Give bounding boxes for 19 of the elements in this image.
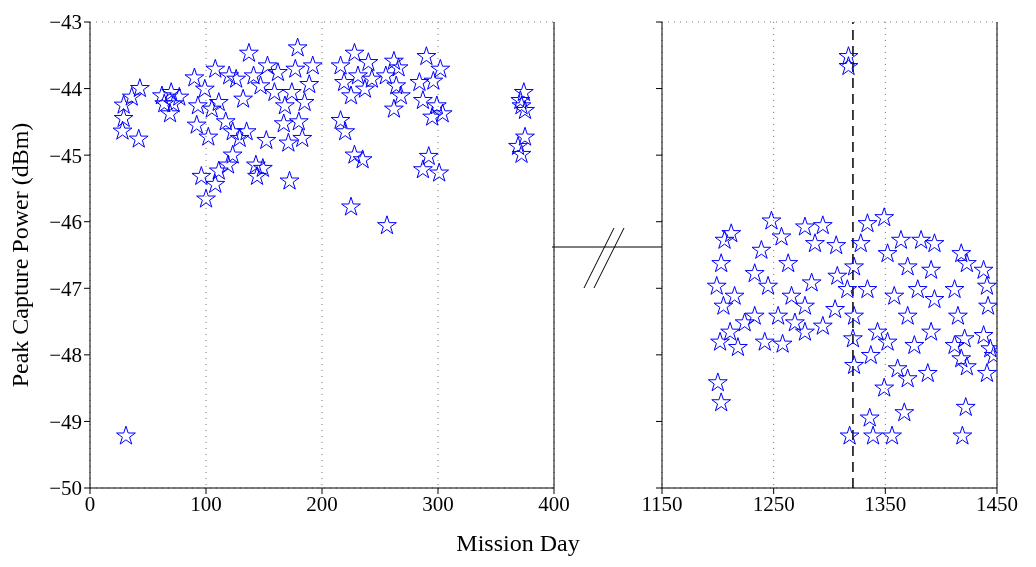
x-tick-label: 1150 <box>641 491 683 516</box>
y-tick-label: −45 <box>49 143 82 168</box>
y-tick-label: −46 <box>49 210 82 235</box>
x-axis-title: Mission Day <box>455 530 581 557</box>
x-tick-label: 0 <box>84 491 96 516</box>
x-tick-label: 300 <box>422 491 454 516</box>
y-tick-label: −47 <box>49 276 82 301</box>
x-tick-label: 400 <box>538 491 570 516</box>
x-tick-label: 200 <box>306 491 338 516</box>
y-tick-label: −43 <box>49 10 82 35</box>
y-tick-label: −48 <box>49 343 82 368</box>
x-tick-label: 1250 <box>752 491 795 516</box>
x-tick-label: 1450 <box>976 491 1018 516</box>
x-tick-label: 1350 <box>864 491 907 516</box>
x-tick-label: 100 <box>190 491 222 516</box>
y-tick-label: −49 <box>49 409 82 434</box>
y-tick-label: −50 <box>49 476 82 501</box>
y-tick-label: −44 <box>49 77 83 102</box>
y-axis-title: Peak Capture Power (dBm) <box>6 122 33 388</box>
